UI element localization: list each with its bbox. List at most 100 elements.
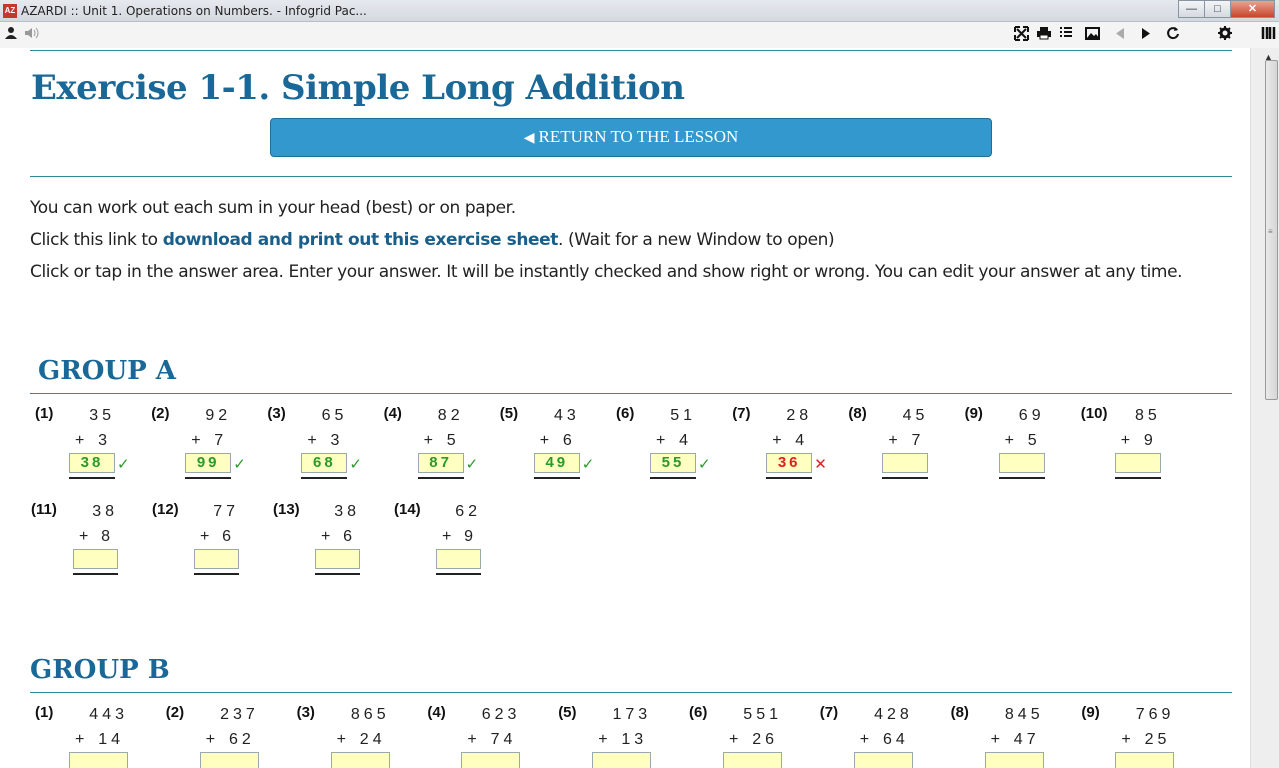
scrollbar-thumb[interactable]: ≡ bbox=[1265, 60, 1278, 400]
answer-area: 38 bbox=[69, 453, 115, 479]
answer-input[interactable] bbox=[853, 752, 913, 768]
answer-input[interactable] bbox=[1115, 752, 1175, 768]
print-icon[interactable] bbox=[1036, 26, 1052, 44]
answer-input[interactable]: 68 bbox=[301, 453, 348, 473]
problem-number: (9) bbox=[964, 405, 983, 422]
second-addend: 47 bbox=[1013, 731, 1040, 748]
plus-sign: + bbox=[772, 432, 782, 449]
addition-problem: (11) 38 +8 bbox=[31, 501, 143, 581]
window-titlebar: AZ AZARDI :: Unit 1. Operations on Numbe… bbox=[0, 0, 1279, 22]
window-title: AZARDI :: Unit 1. Operations on Numbers.… bbox=[21, 4, 367, 18]
settings-icon[interactable] bbox=[1218, 26, 1232, 44]
answer-input[interactable] bbox=[592, 752, 652, 768]
addition-problem: (9) 769 +25 bbox=[1081, 704, 1209, 768]
second-addend: 9 bbox=[1143, 432, 1157, 449]
first-addend: 769 bbox=[1135, 706, 1175, 723]
plus-sign: + bbox=[598, 731, 608, 748]
second-addend: 13 bbox=[621, 731, 648, 748]
problem-number: (4) bbox=[427, 704, 446, 721]
instruction-2: Click this link to download and print ou… bbox=[30, 230, 835, 250]
addition-problem: (7) 28 +4 36 ✕ bbox=[732, 405, 844, 485]
scroll-up-icon[interactable]: ▲ bbox=[1264, 52, 1273, 62]
next-icon[interactable] bbox=[1140, 26, 1152, 44]
first-addend: 443 bbox=[89, 706, 128, 723]
answer-input[interactable] bbox=[73, 549, 118, 569]
plus-sign: + bbox=[990, 731, 1000, 748]
first-addend: 65 bbox=[321, 407, 348, 424]
return-to-lesson-button[interactable]: ◀ RETURN TO THE LESSON bbox=[270, 118, 992, 157]
second-addend: 3 bbox=[98, 432, 111, 449]
answer-area: 55 bbox=[650, 453, 696, 479]
image-icon[interactable] bbox=[1085, 26, 1100, 44]
addition-problem: (6) 551 +26 bbox=[689, 704, 817, 768]
checkmark-icon: ✓ bbox=[233, 456, 246, 473]
answer-area bbox=[73, 549, 118, 575]
answer-area: 99 bbox=[185, 453, 232, 479]
answer-input[interactable] bbox=[723, 752, 782, 768]
prev-icon[interactable] bbox=[1114, 26, 1126, 44]
answer-area bbox=[592, 752, 652, 768]
answer-input[interactable]: 55 bbox=[650, 453, 696, 473]
answer-input[interactable] bbox=[436, 549, 481, 569]
first-addend: 38 bbox=[92, 503, 118, 520]
group-b-title: GROUP B bbox=[30, 655, 170, 685]
answer-input[interactable] bbox=[315, 549, 360, 569]
problem-number: (5) bbox=[558, 704, 577, 721]
answer-input[interactable]: 36 bbox=[766, 453, 813, 473]
answer-input[interactable] bbox=[69, 752, 128, 768]
first-addend: 92 bbox=[205, 407, 232, 424]
problem-number: (13) bbox=[273, 501, 300, 518]
first-addend: 428 bbox=[874, 706, 913, 723]
problem-number: (11) bbox=[31, 501, 57, 518]
second-addend: 25 bbox=[1144, 731, 1171, 748]
maximize-button[interactable]: □ bbox=[1204, 0, 1231, 18]
answer-input[interactable]: 99 bbox=[185, 453, 232, 473]
answer-input[interactable] bbox=[199, 752, 259, 768]
answer-input[interactable] bbox=[461, 752, 521, 768]
answer-input[interactable] bbox=[984, 752, 1044, 768]
answer-area: 68 bbox=[301, 453, 348, 479]
answer-area bbox=[853, 752, 913, 768]
vertical-scrollbar[interactable]: ▲ ≡ bbox=[1250, 48, 1279, 768]
problem-number: (6) bbox=[616, 405, 635, 422]
speaker-icon[interactable] bbox=[24, 26, 40, 44]
plus-sign: + bbox=[423, 432, 433, 449]
addition-problem: (9) 69 +5 bbox=[965, 405, 1077, 485]
problem-number: (6) bbox=[689, 704, 708, 721]
first-addend: 28 bbox=[786, 407, 813, 424]
plus-sign: + bbox=[191, 432, 201, 449]
answer-input[interactable] bbox=[1114, 453, 1161, 473]
problem-number: (5) bbox=[499, 405, 519, 422]
second-addend: 7 bbox=[214, 432, 228, 449]
first-addend: 35 bbox=[89, 407, 115, 424]
problem-number: (1) bbox=[35, 405, 54, 422]
answer-area bbox=[69, 752, 128, 768]
answer-input[interactable] bbox=[882, 453, 929, 473]
close-button[interactable]: ✕ bbox=[1230, 0, 1275, 18]
toc-icon[interactable] bbox=[1059, 26, 1073, 44]
second-addend: 9 bbox=[464, 528, 477, 545]
problem-number: (9) bbox=[1081, 704, 1100, 721]
problem-number: (7) bbox=[732, 405, 751, 422]
answer-area bbox=[882, 453, 929, 479]
answer-input[interactable]: 38 bbox=[69, 453, 115, 473]
plus-sign: + bbox=[467, 731, 477, 748]
user-icon[interactable] bbox=[4, 26, 18, 44]
answer-input[interactable] bbox=[330, 752, 390, 768]
answer-input[interactable] bbox=[194, 549, 239, 569]
second-addend: 14 bbox=[98, 731, 124, 748]
answer-input[interactable]: 87 bbox=[417, 453, 464, 473]
answer-input[interactable] bbox=[998, 453, 1045, 473]
fullscreen-icon[interactable] bbox=[1014, 26, 1029, 45]
addition-problem: (4) 82 +5 87 ✓ bbox=[384, 405, 496, 485]
addition-problem: (7) 428 +64 bbox=[820, 704, 948, 768]
minimize-button[interactable]: — bbox=[1178, 0, 1205, 18]
download-sheet-link[interactable]: download and print out this exercise she… bbox=[162, 230, 559, 250]
first-addend: 845 bbox=[1004, 706, 1044, 723]
refresh-icon[interactable] bbox=[1166, 26, 1180, 44]
problem-number: (2) bbox=[165, 704, 185, 721]
library-icon[interactable] bbox=[1261, 26, 1276, 44]
answer-input[interactable]: 49 bbox=[533, 453, 580, 473]
azardi-app-icon: AZ bbox=[3, 4, 17, 18]
answer-area bbox=[1115, 752, 1175, 768]
